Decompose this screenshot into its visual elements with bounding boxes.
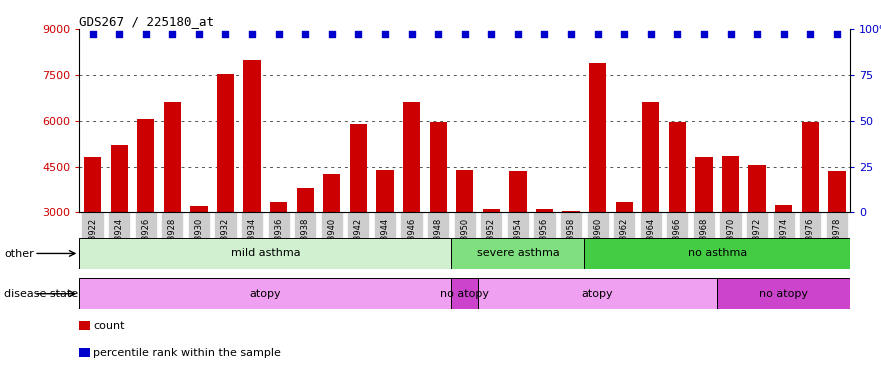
Bar [589, 63, 606, 212]
Point [590, 31, 604, 37]
Point [325, 31, 339, 37]
Bar [403, 102, 420, 212]
Bar [270, 202, 287, 212]
Point [218, 31, 233, 37]
Text: no atopy: no atopy [759, 289, 808, 299]
Text: GDS267 / 225180_at: GDS267 / 225180_at [79, 15, 214, 28]
Point [803, 31, 818, 37]
Bar [451, 278, 478, 309]
Bar [717, 278, 850, 309]
Bar [536, 209, 553, 212]
Bar [749, 165, 766, 212]
Bar [802, 122, 819, 212]
Point [378, 31, 392, 37]
Point [166, 31, 180, 37]
Point [271, 31, 285, 37]
Bar [84, 157, 101, 212]
Text: count: count [93, 321, 125, 331]
Bar [695, 157, 713, 212]
Text: disease state: disease state [4, 289, 78, 299]
Bar [451, 238, 584, 269]
Point [750, 31, 764, 37]
Bar [722, 156, 739, 212]
Bar [669, 122, 686, 212]
Bar [562, 211, 580, 212]
Bar [483, 209, 500, 212]
Bar [478, 278, 717, 309]
Bar [376, 169, 394, 212]
Bar [775, 205, 792, 212]
Point [404, 31, 418, 37]
Point [777, 31, 791, 37]
Point [458, 31, 472, 37]
Bar [350, 124, 367, 212]
Point [245, 31, 259, 37]
Bar [190, 206, 208, 212]
Bar [79, 238, 451, 269]
Point [697, 31, 711, 37]
Point [723, 31, 737, 37]
Point [138, 31, 152, 37]
Point [537, 31, 552, 37]
Bar [616, 202, 633, 212]
Point [618, 31, 632, 37]
Point [431, 31, 445, 37]
Point [830, 31, 844, 37]
Bar [79, 278, 451, 309]
Text: atopy: atopy [581, 289, 613, 299]
Bar [828, 171, 846, 212]
Point [352, 31, 366, 37]
Text: other: other [4, 249, 34, 259]
Bar [584, 238, 850, 269]
Bar [430, 122, 447, 212]
Bar [164, 102, 181, 212]
Bar [243, 60, 261, 212]
Point [670, 31, 685, 37]
Bar [137, 119, 154, 212]
Bar [456, 169, 473, 212]
Point [112, 31, 126, 37]
Text: percentile rank within the sample: percentile rank within the sample [93, 348, 281, 358]
Point [85, 31, 100, 37]
Text: no asthma: no asthma [688, 249, 747, 258]
Bar [323, 174, 340, 212]
Bar [110, 145, 128, 212]
Text: no atopy: no atopy [440, 289, 489, 299]
Point [485, 31, 499, 37]
Text: mild asthma: mild asthma [231, 249, 300, 258]
Point [564, 31, 578, 37]
Bar [217, 74, 234, 212]
Text: severe asthma: severe asthma [477, 249, 559, 258]
Point [644, 31, 658, 37]
Bar [297, 188, 314, 212]
Point [511, 31, 525, 37]
Bar [509, 171, 527, 212]
Point [298, 31, 312, 37]
Text: atopy: atopy [249, 289, 281, 299]
Bar [642, 102, 660, 212]
Point [192, 31, 206, 37]
